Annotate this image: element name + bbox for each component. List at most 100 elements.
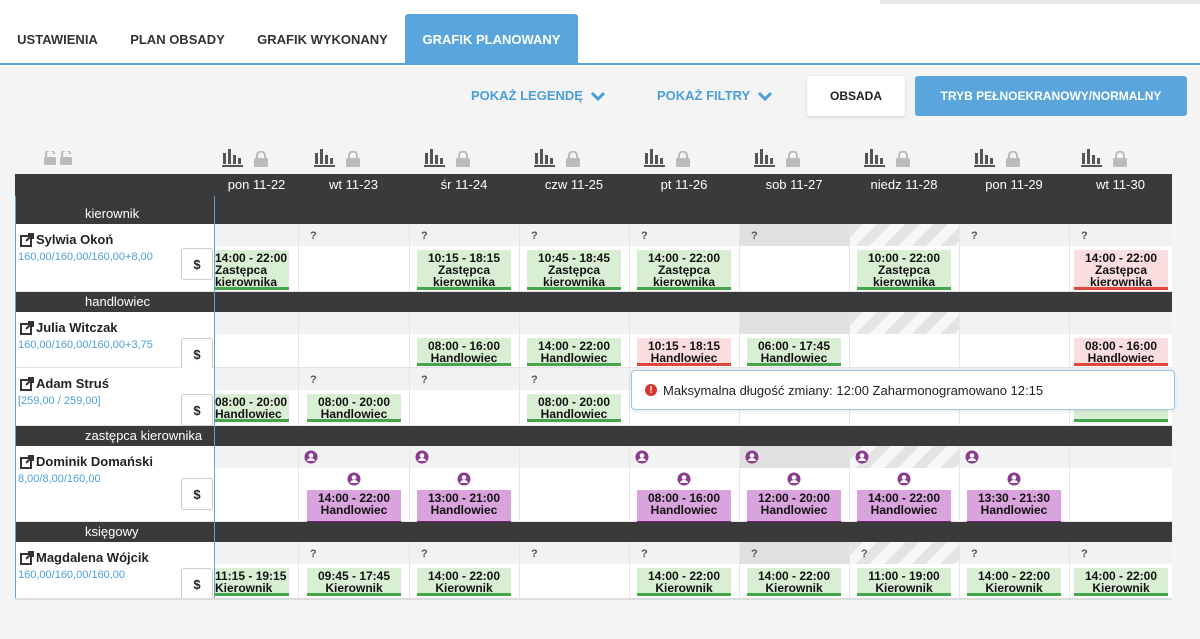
unlock-all-icon[interactable] [44, 151, 74, 165]
availability-unknown[interactable]: ? [641, 230, 648, 242]
user-avatar-icon[interactable] [1007, 472, 1021, 486]
availability-unknown[interactable]: ? [751, 230, 758, 242]
shift-block[interactable]: 11:00 - 19:00 Kierownik [857, 568, 951, 596]
availability-unknown[interactable]: ? [971, 230, 978, 242]
shift-block[interactable]: 14:00 - 22:00 Zastępca kierownika [215, 250, 289, 290]
day-header[interactable]: wt 11-23 [329, 177, 378, 192]
employee-hours[interactable]: 160,00/160,00/160,00+3,75 [18, 339, 153, 351]
employee-hours[interactable]: 8,00/8,00/160,00 [18, 473, 101, 485]
rate-button[interactable]: $ [181, 248, 213, 280]
lock-icon[interactable] [456, 151, 470, 167]
employee-hours[interactable]: [259,00 / 259,00] [18, 395, 101, 407]
availability-unknown[interactable]: ? [531, 230, 538, 242]
show-filters-link[interactable]: POKAŻ FILTRY [657, 88, 773, 103]
day-header[interactable]: pon 11-29 [985, 177, 1043, 192]
availability-unknown[interactable]: ? [861, 548, 868, 560]
external-link-icon[interactable] [20, 376, 34, 391]
shift-block[interactable]: 13:30 - 21:30 Handlowiec [967, 490, 1061, 524]
lock-icon[interactable] [1006, 151, 1020, 167]
shift-block[interactable]: 10:00 - 22:00 Zastępca kierownika [857, 250, 951, 290]
employee-name[interactable]: Dominik Domański [20, 454, 153, 469]
lock-icon[interactable] [1112, 151, 1127, 167]
availability-unknown[interactable]: ? [310, 230, 317, 242]
shift-block[interactable]: 14:00 - 22:00 Handlowiec [857, 490, 951, 524]
stats-chart-icon[interactable] [864, 149, 886, 167]
stats-chart-icon[interactable] [754, 149, 776, 167]
tab-grafik-planowany[interactable]: GRAFIK PLANOWANY [405, 14, 578, 65]
stats-chart-icon[interactable] [1080, 149, 1103, 167]
shift-block[interactable]: 09:45 - 17:45 Kierownik [307, 568, 401, 596]
day-header[interactable]: pt 11-26 [660, 177, 708, 192]
day-header[interactable]: wt 11-30 [1096, 177, 1145, 192]
employee-name[interactable]: Adam Struś [20, 376, 109, 391]
stats-chart-icon[interactable] [974, 149, 996, 167]
shift-block[interactable]: 08:00 - 20:00 Handlowiec [215, 394, 289, 422]
shift-block[interactable]: 08:00 - 20:00 Handlowiec [527, 394, 621, 422]
user-avatar-icon[interactable] [304, 450, 318, 464]
user-avatar-icon[interactable] [677, 472, 691, 486]
shift-block[interactable]: 10:45 - 18:45 Zastępca kierownika [527, 250, 621, 290]
availability-unknown[interactable]: ? [421, 230, 428, 242]
shift-block[interactable]: 14:00 - 22:00 Zastępca kierownika [637, 250, 731, 290]
user-avatar-icon[interactable] [415, 450, 429, 464]
fullscreen-toggle-button[interactable]: TRYB PEŁNOEKRANOWY/NORMALNY [915, 76, 1187, 116]
shift-block[interactable]: 14:00 - 22:00 Handlowiec [527, 338, 621, 366]
availability-unknown[interactable]: ? [531, 374, 538, 386]
user-avatar-icon[interactable] [965, 450, 979, 464]
external-link-icon[interactable] [20, 454, 34, 469]
shift-block[interactable]: 14:00 - 22:00 Kierownik [637, 568, 731, 596]
shift-block[interactable]: 06:00 - 17:45 Handlowiec [747, 338, 841, 366]
user-avatar-icon[interactable] [745, 450, 759, 464]
availability-unknown[interactable]: ? [531, 548, 538, 560]
rate-button[interactable]: $ [181, 394, 213, 426]
user-avatar-icon[interactable] [457, 472, 471, 486]
show-legend-link[interactable]: POKAŻ LEGENDĘ [471, 88, 605, 103]
shift-block[interactable]: 08:00 - 16:00 Handlowiec [637, 490, 731, 524]
user-avatar-icon[interactable] [635, 450, 649, 464]
shift-block[interactable]: 14:00 - 22:00 Kierownik [747, 568, 841, 596]
stats-chart-icon[interactable] [221, 149, 244, 167]
availability-unknown[interactable]: ? [1081, 548, 1088, 560]
shift-block[interactable]: 11:15 - 19:15 Kierownik [215, 568, 289, 596]
shift-block[interactable]: 12:00 - 20:00 Handlowiec [747, 490, 841, 524]
lock-icon[interactable] [345, 151, 360, 167]
rate-button[interactable]: $ [181, 338, 213, 370]
tab-grafik-wykonany[interactable]: GRAFIK WYKONANY [257, 32, 388, 47]
employee-hours[interactable]: 160,00/160,00/160,00+8,00 [18, 251, 153, 263]
external-link-icon[interactable] [20, 550, 34, 565]
tab-plan-obsady[interactable]: PLAN OBSADY [130, 32, 225, 47]
availability-unknown[interactable]: ? [310, 374, 317, 386]
availability-unknown[interactable]: ? [421, 548, 428, 560]
lock-icon[interactable] [896, 151, 910, 167]
lock-icon[interactable] [253, 151, 268, 167]
tab-ustawienia[interactable]: USTAWIENIA [17, 32, 98, 47]
external-link-icon[interactable] [20, 232, 34, 247]
shift-block[interactable]: 08:00 - 16:00 Handlowiec [417, 338, 511, 366]
user-avatar-icon[interactable] [347, 472, 361, 486]
shift-block[interactable]: 08:00 - 16:00 Handlowiec [1074, 338, 1168, 366]
day-header[interactable]: sob 11-27 [765, 177, 823, 192]
day-header[interactable]: pon 11-22 [227, 177, 286, 192]
stats-chart-icon[interactable] [424, 149, 446, 167]
availability-unknown[interactable]: ? [310, 548, 317, 560]
day-header[interactable]: niedz 11-28 [870, 177, 938, 192]
shift-block[interactable]: 14:00 - 22:00 Zastępca kierownika [1074, 250, 1168, 290]
obsada-button[interactable]: OBSADA [807, 76, 905, 116]
shift-block[interactable]: 13:00 - 21:00 Handlowiec [417, 490, 511, 524]
shift-block[interactable]: 14:00 - 22:00 Kierownik [1074, 568, 1168, 596]
user-avatar-icon[interactable] [855, 450, 869, 464]
shift-block[interactable]: 14:00 - 22:00 Handlowiec [307, 490, 401, 524]
shift-block[interactable]: 10:15 - 18:15 Handlowiec [637, 338, 731, 366]
day-header[interactable]: czw 11-25 [544, 177, 604, 192]
availability-unknown[interactable]: ? [971, 548, 978, 560]
shift-block[interactable]: 14:00 - 22:00 Kierownik [417, 568, 511, 596]
rate-button[interactable]: $ [181, 478, 213, 510]
rate-button[interactable]: $ [181, 568, 213, 600]
availability-unknown[interactable]: ? [1081, 230, 1088, 242]
employee-name[interactable]: Sylwia Okoń [20, 232, 113, 247]
availability-unknown[interactable]: ? [641, 548, 648, 560]
employee-hours[interactable]: 160,00/160,00/160,00 [18, 569, 126, 581]
lock-icon[interactable] [566, 151, 580, 167]
stats-chart-icon[interactable] [534, 149, 556, 167]
lock-icon[interactable] [676, 151, 690, 167]
